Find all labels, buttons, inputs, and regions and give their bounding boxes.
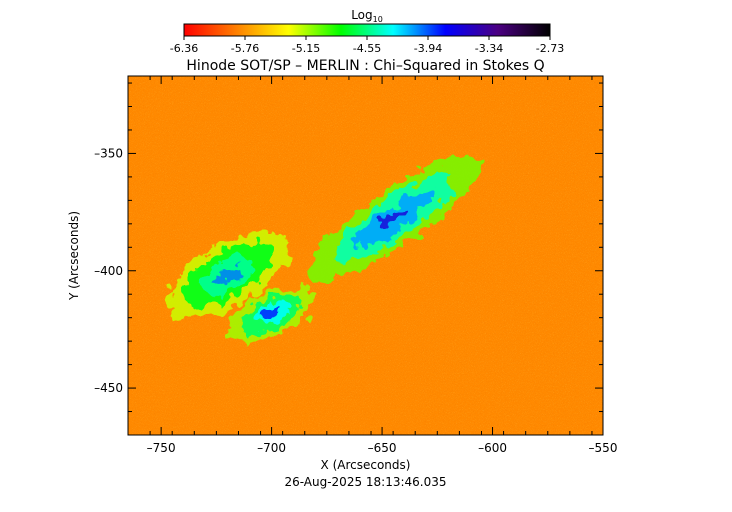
y-axis-label: Y (Arcseconds) — [67, 211, 81, 301]
plot-frame — [127, 75, 604, 436]
colorbar-tick-label: -2.73 — [536, 42, 564, 55]
colorbar-tick-label: -4.55 — [353, 42, 381, 55]
colorbar: Log10 -6.36 -5.76 -5.15 -4.55 -3.94 -3.34 -2.7… — [170, 8, 564, 55]
x-tick-label: –750 — [147, 441, 176, 455]
region-3 — [229, 286, 314, 340]
y-tick-label: –350 — [94, 146, 123, 160]
y-tick-label: –450 — [94, 381, 123, 395]
colorbar-tick-label: -5.76 — [231, 42, 259, 55]
x-tick-label: –700 — [257, 441, 286, 455]
chart-title: Hinode SOT/SP – MERLIN : Chi–Squared in … — [186, 58, 544, 74]
y-tick-label: –400 — [94, 264, 123, 278]
region-1 — [307, 156, 479, 283]
region-2 — [166, 231, 289, 320]
x-tick-label: –650 — [368, 441, 397, 455]
colorbar-tick-label: -6.36 — [170, 42, 198, 55]
region-level — [264, 308, 280, 318]
x-axis: –750 –700 –650 –600 –550 — [127, 76, 618, 455]
y-axis: –350 –400 –450 — [94, 82, 603, 413]
x-tick-label: –550 — [589, 441, 618, 455]
x-tick-label: –600 — [478, 441, 507, 455]
region-level — [377, 207, 409, 231]
colorbar-label-main: Log — [351, 8, 372, 22]
x-axis-label: X (Arcseconds) — [321, 458, 411, 472]
heatmap-regions — [166, 156, 479, 340]
plot-area: –750 –700 –650 –600 –550 –350 –400 –450 — [94, 75, 618, 455]
colorbar-bar — [183, 23, 551, 37]
colorbar-ticks: -6.36 -5.76 -5.15 -4.55 -3.94 -3.34 -2.73 — [170, 36, 564, 55]
colorbar-tick-label: -3.34 — [475, 42, 503, 55]
timestamp: 26-Aug-2025 18:13:46.035 — [284, 475, 446, 489]
colorbar-label-sub: 10 — [373, 15, 383, 24]
colorbar-tick-label: -5.15 — [292, 42, 320, 55]
region-level — [216, 267, 239, 284]
colorbar-label: Log10 — [351, 8, 383, 24]
colorbar-tick-label: -3.94 — [414, 42, 442, 55]
